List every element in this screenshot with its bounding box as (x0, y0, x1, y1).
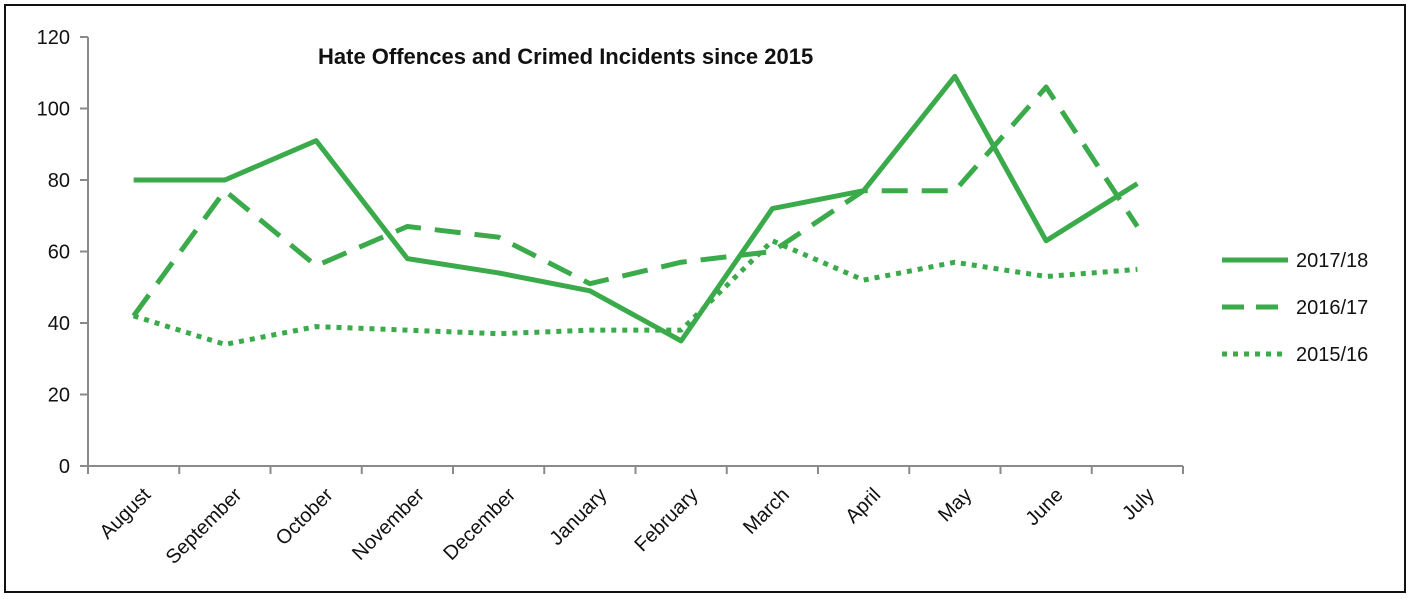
x-tick-label: March (739, 484, 794, 539)
legend-label: 2017/18 (1296, 250, 1368, 272)
y-tick-label: 60 (48, 242, 70, 264)
x-tick-label: September (162, 484, 247, 569)
y-axis: 0 20 40 60 80 100 120 (37, 27, 89, 478)
x-tick-label: December (439, 484, 520, 565)
x-axis: August September October November December Ja… (87, 465, 1184, 569)
x-tick-label: April (841, 484, 885, 528)
legend-label: 2015/16 (1296, 344, 1368, 366)
x-tick-label: May (934, 484, 976, 526)
y-tick-label: 40 (48, 313, 70, 335)
legend-label: 2016/17 (1296, 297, 1368, 319)
x-tick-label: November (348, 484, 429, 565)
x-tick-label: October (272, 484, 338, 550)
series-line-2015-16 (132, 238, 1138, 347)
chart-title: Hate Offences and Crimed Incidents since… (318, 44, 813, 69)
x-tick-label: June (1021, 484, 1067, 530)
chart-frame (4, 4, 1406, 593)
series-lines (131, 73, 1140, 347)
x-tick-label: January (546, 484, 612, 550)
y-tick-label: 100 (37, 99, 70, 121)
y-tick-label: 0 (59, 456, 70, 478)
x-tick-label: July (1118, 484, 1159, 525)
series-line-2016-17 (131, 84, 1140, 318)
x-tick-label: August (96, 484, 156, 544)
series-line-2017-18 (133, 73, 1139, 344)
legend: 2017/18 2016/17 2015/16 (1222, 250, 1368, 366)
y-tick-label: 20 (48, 385, 70, 407)
y-tick-label: 80 (48, 170, 70, 192)
y-tick-label: 120 (37, 27, 70, 49)
x-tick-label: February (631, 484, 703, 556)
